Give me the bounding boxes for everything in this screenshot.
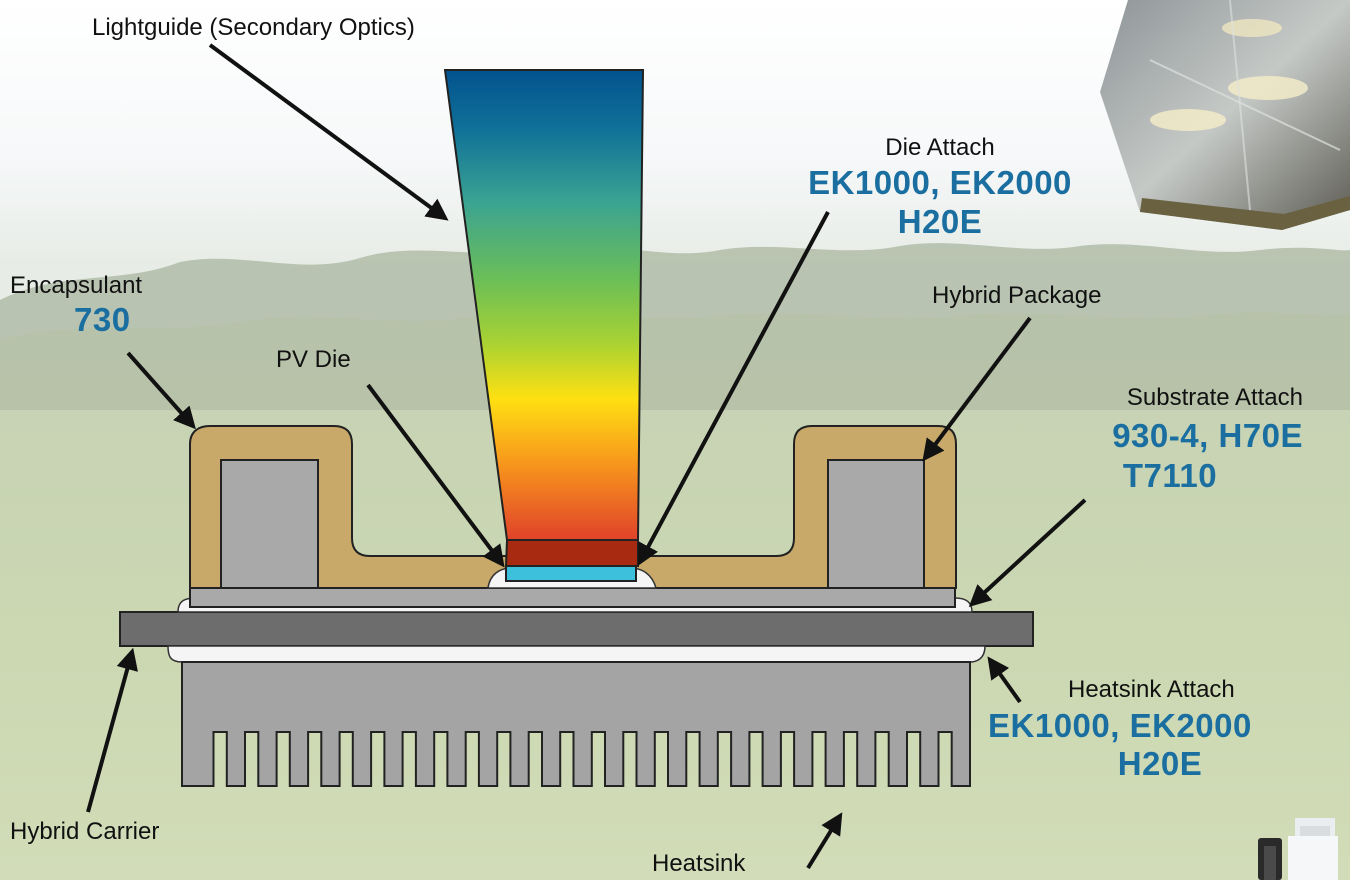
label-die-attach: Die Attach <box>885 134 995 161</box>
heatsink-attach-layer <box>167 645 986 663</box>
arrow-heatsink <box>806 812 843 870</box>
arrow-hybrid-carrier <box>86 647 138 813</box>
product-encapsulant: 730 <box>74 301 131 338</box>
hybrid-carrier <box>119 611 1034 647</box>
package-wall-left <box>220 459 319 589</box>
label-lightguide: Lightguide (Secondary Optics) <box>92 14 415 41</box>
lightguide-foot <box>504 539 639 567</box>
product-die-attach-1: EK1000, EK2000 <box>808 164 1072 201</box>
product-heatsink-attach-2: H20E <box>1117 745 1203 782</box>
arrow-pv-die <box>366 383 505 568</box>
label-encapsulant: Encapsulant <box>10 272 143 299</box>
label-heatsink-attach: Heatsink Attach <box>1068 676 1235 703</box>
product-die-attach-2: H20E <box>897 203 983 240</box>
product-substrate-attach-2: T7110 <box>1122 457 1218 494</box>
product-substrate-attach-1: 930-4, H70E <box>1112 417 1303 454</box>
arrow-substrate-attach <box>968 498 1087 607</box>
product-heatsink-attach-1: EK1000, EK2000 <box>988 707 1252 744</box>
solar-panel-photo <box>1100 0 1350 230</box>
arrow-encapsulant <box>126 351 196 430</box>
label-pv-die: PV Die <box>276 346 351 373</box>
label-substrate-attach: Substrate Attach <box>1126 384 1303 411</box>
label-heatsink: Heatsink <box>652 850 746 877</box>
arrow-lightguide <box>208 43 449 221</box>
heatsink-body <box>181 661 971 787</box>
arrow-die-attach <box>637 211 830 566</box>
label-hybrid-carrier: Hybrid Carrier <box>10 818 160 845</box>
package-base <box>189 587 956 608</box>
arrow-heatsink-attach <box>987 656 1022 704</box>
package-wall-right <box>827 459 925 589</box>
arrow-hybrid-package <box>922 316 1032 462</box>
adhesive-bottle <box>1258 818 1338 880</box>
pv-die <box>505 565 637 582</box>
label-hybrid-package: Hybrid Package <box>932 282 1102 309</box>
